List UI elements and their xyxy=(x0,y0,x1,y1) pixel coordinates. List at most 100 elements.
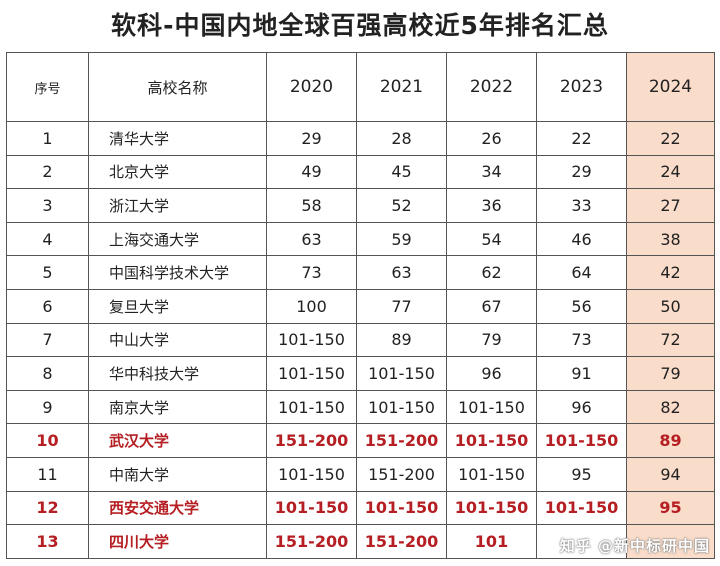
cell-2020: 29 xyxy=(266,121,357,156)
cell-2020: 73 xyxy=(266,255,357,290)
watermark: 知乎 @新中标研中国 xyxy=(559,537,710,555)
cell-seq: 4 xyxy=(6,221,89,257)
cell-2023: 46 xyxy=(536,221,627,257)
header-school-name: 高校名称 xyxy=(88,52,267,122)
cell-seq: 1 xyxy=(6,121,89,156)
cell-2022: 26 xyxy=(446,121,537,156)
cell-2020: 101-150 xyxy=(266,322,357,358)
cell-2023: 95 xyxy=(536,456,627,492)
cell-2024: 38 xyxy=(626,221,715,257)
cell-2021: 77 xyxy=(356,288,447,324)
cell-2021: 28 xyxy=(356,121,447,156)
table-row: 10 武汉大学 151-200 151-200 101-150 101-150 89 xyxy=(6,423,715,458)
ranking-table: 序号 高校名称 2020 2021 2022 2023 2024 1 清华大学 29… xyxy=(6,52,715,559)
cell-seq: 3 xyxy=(6,188,89,223)
cell-2022: 54 xyxy=(446,221,537,257)
cell-2024: 27 xyxy=(626,188,715,223)
cell-school-name: 南京大学 xyxy=(88,389,267,425)
cell-2023: 73 xyxy=(536,322,627,358)
cell-2020: 151-200 xyxy=(266,423,357,458)
cell-2023: 33 xyxy=(536,188,627,223)
table-row: 2 北京大学 49 45 34 29 24 xyxy=(6,154,715,190)
table-row: 12 西安交通大学 101-150 101-150 101-150 101-150 95 xyxy=(6,490,715,526)
header-2023: 2023 xyxy=(536,52,627,122)
cell-2022: 101-150 xyxy=(446,423,537,458)
cell-2023: 96 xyxy=(536,389,627,425)
cell-2022: 34 xyxy=(446,154,537,190)
cell-2021: 52 xyxy=(356,188,447,223)
table-row: 8 华中科技大学 101-150 101-150 96 91 79 xyxy=(6,356,715,391)
table-row: 4 上海交通大学 63 59 54 46 38 xyxy=(6,221,715,257)
table-row: 7 中山大学 101-150 89 79 73 72 xyxy=(6,322,715,358)
cell-2021: 63 xyxy=(356,255,447,290)
cell-seq: 7 xyxy=(6,322,89,358)
cell-2024: 94 xyxy=(626,456,715,492)
cell-2023: 29 xyxy=(536,154,627,190)
cell-2022: 62 xyxy=(446,255,537,290)
header-2024: 2024 xyxy=(626,52,715,122)
cell-2024: 22 xyxy=(626,121,715,156)
cell-2022: 67 xyxy=(446,288,537,324)
cell-2021: 151-200 xyxy=(356,456,447,492)
cell-2021: 45 xyxy=(356,154,447,190)
cell-school-name: 西安交通大学 xyxy=(88,490,267,526)
cell-2020: 101-150 xyxy=(266,456,357,492)
cell-2024: 42 xyxy=(626,255,715,290)
cell-school-name: 四川大学 xyxy=(88,524,267,559)
cell-2020: 101-150 xyxy=(266,389,357,425)
cell-seq: 5 xyxy=(6,255,89,290)
header-2021: 2021 xyxy=(356,52,447,122)
cell-2021: 59 xyxy=(356,221,447,257)
cell-seq: 8 xyxy=(6,356,89,391)
cell-2023: 91 xyxy=(536,356,627,391)
cell-2021: 151-200 xyxy=(356,423,447,458)
cell-2022: 36 xyxy=(446,188,537,223)
cell-school-name: 中山大学 xyxy=(88,322,267,358)
cell-school-name: 中国科学技术大学 xyxy=(88,255,267,290)
cell-2023: 22 xyxy=(536,121,627,156)
table-row: 9 南京大学 101-150 101-150 101-150 96 82 xyxy=(6,389,715,425)
cell-2023: 64 xyxy=(536,255,627,290)
cell-school-name: 清华大学 xyxy=(88,121,267,156)
table-row: 11 中南大学 101-150 151-200 101-150 95 94 xyxy=(6,456,715,492)
cell-2021: 151-200 xyxy=(356,524,447,559)
cell-school-name: 复旦大学 xyxy=(88,288,267,324)
cell-2022: 101-150 xyxy=(446,490,537,526)
cell-2024: 72 xyxy=(626,322,715,358)
cell-2022: 101-150 xyxy=(446,456,537,492)
cell-seq: 13 xyxy=(6,524,89,559)
cell-2020: 151-200 xyxy=(266,524,357,559)
cell-school-name: 武汉大学 xyxy=(88,423,267,458)
cell-2021: 101-150 xyxy=(356,389,447,425)
cell-2022: 96 xyxy=(446,356,537,391)
cell-2024: 50 xyxy=(626,288,715,324)
cell-2021: 101-150 xyxy=(356,490,447,526)
cell-2023: 101-150 xyxy=(536,423,627,458)
cell-2020: 100 xyxy=(266,288,357,324)
cell-2023: 56 xyxy=(536,288,627,324)
cell-seq: 11 xyxy=(6,456,89,492)
cell-2020: 49 xyxy=(266,154,357,190)
cell-2022: 79 xyxy=(446,322,537,358)
cell-seq: 2 xyxy=(6,154,89,190)
cell-2024 xyxy=(626,524,715,559)
header-2020: 2020 xyxy=(266,52,357,122)
cell-2022: 101-150 xyxy=(446,389,537,425)
cell-school-name: 华中科技大学 xyxy=(88,356,267,391)
header-row: 序号 高校名称 2020 2021 2022 2023 2024 xyxy=(6,52,715,122)
cell-2024: 95 xyxy=(626,490,715,526)
cell-2021: 89 xyxy=(356,322,447,358)
cell-2024: 89 xyxy=(626,423,715,458)
cell-2020: 101-150 xyxy=(266,490,357,526)
cell-seq: 10 xyxy=(6,423,89,458)
cell-seq: 12 xyxy=(6,490,89,526)
table-row: 1 清华大学 29 28 26 22 22 xyxy=(6,121,715,156)
cell-2023: 101-150 xyxy=(536,490,627,526)
cell-2022: 101 xyxy=(446,524,537,559)
cell-2024: 82 xyxy=(626,389,715,425)
cell-school-name: 北京大学 xyxy=(88,154,267,190)
cell-seq: 9 xyxy=(6,389,89,425)
cell-2021: 101-150 xyxy=(356,356,447,391)
header-2022: 2022 xyxy=(446,52,537,122)
